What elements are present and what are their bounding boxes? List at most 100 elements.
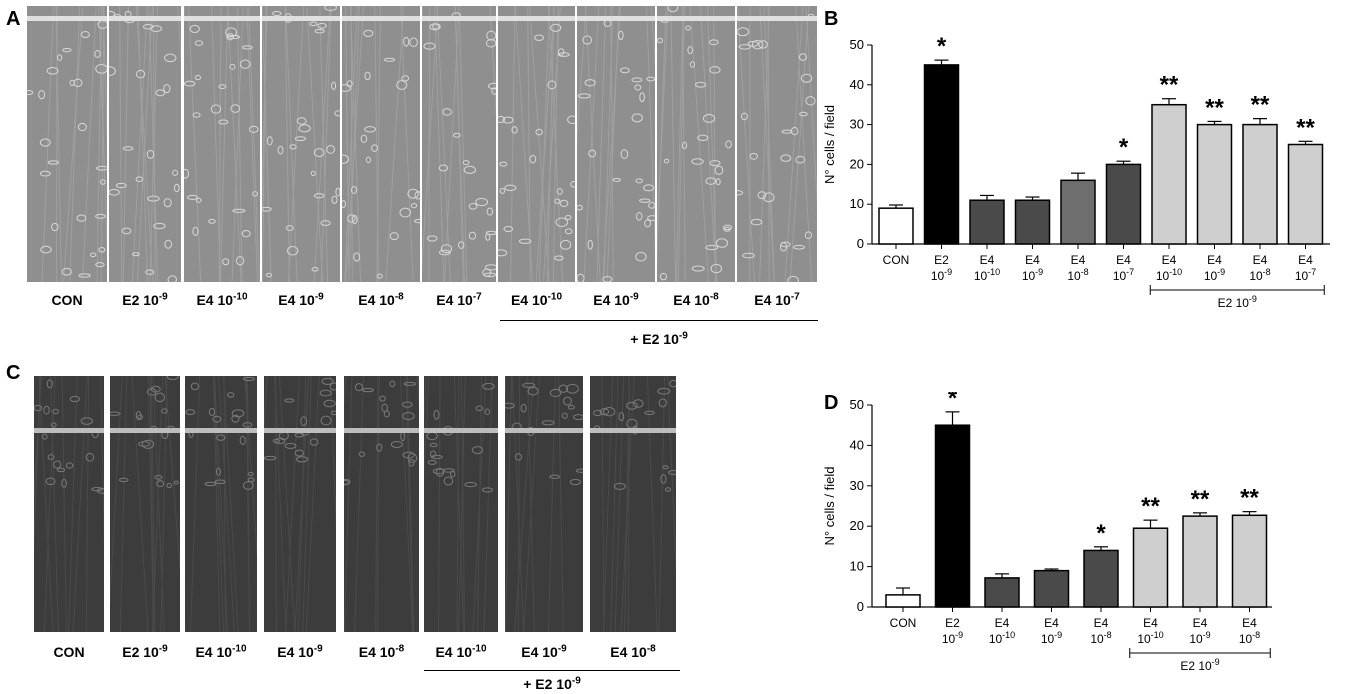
x-tick-label: E4	[980, 253, 995, 267]
bar	[1182, 515, 1218, 608]
micrograph-label: E4 10-9	[277, 643, 323, 660]
micrograph-image	[262, 6, 340, 282]
micrograph-label: E4 10-10	[196, 291, 248, 308]
x-tick-label: E4	[1242, 616, 1257, 630]
y-tick-label: 40	[850, 437, 864, 452]
significance-marker: **	[1191, 486, 1210, 513]
micrograph-image	[590, 376, 676, 632]
y-axis-label: N° cells / field	[822, 105, 837, 184]
x-tick-label: 10-8	[1090, 630, 1111, 646]
x-tick-label: 10-10	[1137, 630, 1163, 646]
bar	[1242, 123, 1278, 245]
x-tick-label: 10-9	[1022, 267, 1043, 283]
x-tick-label: E4	[1044, 616, 1059, 630]
micrograph-image	[34, 376, 104, 632]
bar	[1196, 123, 1233, 245]
bar	[878, 207, 914, 245]
y-tick-label: 50	[850, 37, 864, 52]
bar	[923, 64, 960, 245]
y-tick-label: 30	[850, 117, 864, 132]
micrograph-label: E4 10-9	[278, 291, 324, 308]
significance-marker: **	[1296, 114, 1315, 141]
micrograph-label: E4 10-8	[673, 291, 719, 308]
micrograph-image	[110, 376, 180, 632]
micrograph-image	[424, 376, 498, 632]
bar	[1060, 179, 1096, 245]
significance-marker: **	[1141, 493, 1160, 520]
micrograph-label: E4 10-8	[610, 643, 656, 660]
micrograph-image	[184, 6, 260, 282]
x-tick-label: 10-9	[1204, 267, 1225, 283]
x-tick-label: CON	[883, 253, 910, 267]
micrograph-label: E4 10-7	[754, 291, 800, 308]
y-tick-label: 40	[850, 77, 864, 92]
x-tick-label: E4	[1116, 253, 1131, 267]
micrograph-label: E4 10-9	[521, 643, 567, 660]
x-tick-label: E4	[1162, 253, 1177, 267]
y-axis-label: N° cells / field	[822, 467, 837, 546]
significance-marker: **	[1240, 485, 1259, 512]
y-tick-label: 20	[850, 156, 864, 171]
x-tick-label: 10-10	[989, 630, 1015, 646]
micrograph-image	[342, 6, 420, 282]
micrograph-image	[577, 6, 655, 282]
x-tick-label: 10-8	[1239, 630, 1260, 646]
group-rule-a	[500, 320, 818, 321]
bar	[885, 594, 921, 608]
panel-letter-a: A	[6, 8, 21, 30]
y-tick-label: 0	[857, 599, 864, 614]
x-tick-label: E4	[1071, 253, 1086, 267]
bar	[1014, 199, 1051, 245]
micrograph-label: E4 10-8	[358, 643, 405, 660]
significance-marker: **	[1205, 94, 1224, 121]
x-tick-label: E2	[934, 253, 949, 267]
micrograph-image	[264, 376, 336, 632]
micrograph-image	[185, 376, 257, 632]
significance-marker: *	[937, 33, 947, 60]
micrograph-label: CON	[51, 292, 83, 308]
x-tick-label: E4	[995, 616, 1010, 630]
x-tick-label: 10-9	[942, 630, 963, 646]
x-tick-label: 10-7	[1113, 267, 1134, 283]
x-tick-label: 10-10	[974, 267, 1000, 283]
micrograph-image	[505, 376, 583, 632]
micrograph-label: E4 10-10	[435, 643, 487, 660]
bar	[1083, 549, 1119, 608]
group-bracket-label: E2 10-9	[1218, 294, 1257, 310]
micrograph-label: E2 10-9	[122, 291, 168, 308]
significance-marker: *	[1096, 520, 1106, 547]
bar	[1033, 569, 1070, 608]
micrograph-image	[737, 6, 817, 282]
micrograph-image	[498, 6, 575, 282]
significance-marker: **	[1251, 92, 1270, 119]
y-tick-label: 20	[850, 518, 864, 533]
x-tick-label: E4	[1025, 253, 1040, 267]
bar	[1287, 143, 1324, 245]
bar	[934, 424, 971, 608]
significance-marker: *	[948, 392, 958, 412]
micrograph-image	[27, 6, 107, 282]
x-tick-label: 10-10	[1156, 267, 1182, 283]
micrograph-image	[109, 6, 181, 282]
panel-letter-d: D	[824, 392, 839, 414]
bar	[1105, 163, 1142, 245]
x-tick-label: E4	[1253, 253, 1268, 267]
group-rule-c	[424, 670, 680, 671]
micrograph-label: E4 10-10	[195, 643, 247, 660]
micrograph-image	[344, 376, 419, 632]
panel-letter-c: C	[6, 362, 21, 384]
group-bracket-label: E2 10-9	[1180, 657, 1219, 673]
x-tick-label: 10-9	[1189, 630, 1210, 646]
bar	[1132, 527, 1169, 608]
micrograph-image	[657, 6, 735, 282]
bar	[1231, 514, 1268, 608]
bar	[984, 577, 1020, 608]
x-tick-label: CON	[890, 616, 917, 630]
y-tick-label: 10	[850, 559, 864, 574]
y-tick-label: 30	[850, 478, 864, 493]
micrograph-label: E4 10-9	[593, 291, 639, 308]
micrograph-label: CON	[53, 644, 85, 660]
y-tick-label: 10	[850, 196, 864, 211]
